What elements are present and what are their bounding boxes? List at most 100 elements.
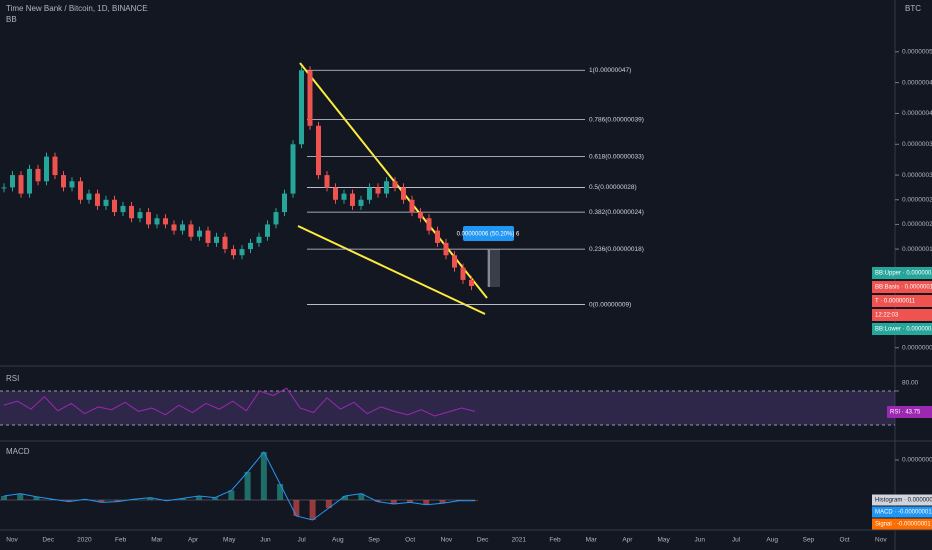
candle — [307, 70, 313, 126]
time-label: Jun — [260, 537, 271, 544]
time-label: 2021 — [512, 537, 527, 544]
fib-label: 0.5(0.00000028) — [589, 184, 637, 191]
time-label: Aug — [766, 537, 778, 544]
candle — [154, 218, 160, 225]
candle — [239, 249, 245, 256]
time-label: Nov — [6, 537, 18, 544]
candle — [1, 187, 7, 189]
time-label: Oct — [840, 537, 850, 544]
macd-badge-text: Signal · -0.00000001 — [875, 522, 931, 528]
macd-histogram — [374, 500, 381, 502]
macd-badge — [872, 518, 932, 530]
time-label: May — [223, 537, 236, 544]
candle — [392, 181, 398, 188]
time-label: Jun — [695, 537, 706, 544]
candle — [375, 187, 381, 194]
candle — [103, 199, 109, 206]
candle — [426, 218, 432, 231]
time-label: Apr — [622, 537, 633, 544]
macd-histogram — [98, 500, 105, 503]
time-label: Dec — [477, 537, 489, 544]
symbol-title: Time New Bank / Bitcoin, 1D, BINANCE — [6, 4, 148, 13]
time-label: Nov — [441, 537, 453, 544]
candle — [10, 175, 15, 188]
candle — [129, 205, 134, 219]
price-tick-label: 0.00000026 — [902, 196, 932, 203]
macd-tick-label: 0.00000005 — [902, 457, 932, 464]
time-label: May — [657, 537, 670, 544]
measure-label: 0.00000006 (50.20%) 6 — [457, 232, 520, 238]
candle — [197, 230, 202, 237]
candle — [333, 187, 338, 200]
time-label: Mar — [151, 537, 163, 544]
macd-badge-text: Histogram · 0.00000000 — [875, 498, 932, 504]
candle — [205, 230, 211, 243]
price-badge-text: BB:Upper · 0.00000014 — [875, 271, 932, 277]
candle — [299, 70, 304, 145]
candle — [265, 224, 270, 237]
candle — [69, 181, 75, 188]
time-label: Feb — [115, 537, 127, 544]
trendline — [297, 225, 486, 315]
price-badge-text: T · 0.00000011 — [875, 299, 916, 305]
candle — [18, 175, 24, 194]
candle — [52, 156, 58, 176]
time-label: Feb — [549, 537, 561, 544]
candle — [27, 168, 32, 194]
candle — [401, 187, 406, 200]
rsi-badge-text: RSI · 43.75 — [890, 410, 921, 416]
candle — [112, 199, 117, 213]
candle — [35, 168, 41, 182]
macd-histogram — [33, 496, 40, 500]
price-tick-label: 0.00000045 — [902, 79, 932, 86]
rsi-tick-label: 80.00 — [902, 380, 919, 387]
price-tick-label: 0.00000035 — [902, 141, 932, 148]
macd-histogram — [65, 500, 72, 502]
candle — [256, 236, 262, 243]
candle — [95, 193, 100, 206]
time-label: 2020 — [77, 537, 92, 544]
candle — [358, 199, 364, 206]
macd-histogram — [228, 490, 235, 500]
macd-histogram — [179, 498, 186, 500]
macd-histogram — [244, 472, 251, 500]
macd-badge — [872, 494, 932, 506]
price-badge-text: BB:Basis · 0.00000012 — [875, 285, 932, 291]
fib-label: 1(0.00000047) — [589, 67, 631, 74]
candle — [282, 193, 287, 213]
candle — [350, 193, 355, 206]
candle — [163, 218, 168, 225]
macd-histogram — [114, 500, 121, 502]
candle — [86, 193, 92, 200]
candle — [61, 175, 66, 188]
candle — [384, 181, 389, 194]
candle — [214, 236, 219, 243]
measure-label-box — [463, 226, 514, 241]
candle — [460, 267, 466, 280]
macd-histogram — [212, 497, 219, 500]
candle — [324, 175, 330, 188]
fib-label: 0(0.00000009) — [589, 301, 631, 308]
time-label: Nov — [875, 537, 887, 544]
candle — [120, 205, 126, 213]
candle — [188, 224, 194, 237]
macd-histogram — [309, 500, 316, 520]
indicator-name: BB — [6, 15, 17, 24]
fib-label: 0.382(0.00000024) — [589, 209, 644, 216]
macd-histogram — [390, 500, 397, 504]
price-tick-label: 0.00000018 — [902, 246, 932, 253]
macd-badge-text: MACD · -0.00000001 — [875, 510, 932, 516]
candle — [443, 242, 449, 256]
measure-box — [487, 249, 500, 287]
candle — [341, 193, 347, 200]
price-badge-text: BB:Lower · 0.00000010 — [875, 327, 932, 333]
candle — [146, 212, 151, 225]
candle — [171, 224, 177, 231]
macd-histogram — [277, 484, 284, 500]
rsi-line — [3, 387, 476, 417]
macd-histogram — [195, 496, 202, 500]
price-badge — [872, 281, 932, 293]
price-badge-text: 12:22:03 — [875, 313, 899, 319]
